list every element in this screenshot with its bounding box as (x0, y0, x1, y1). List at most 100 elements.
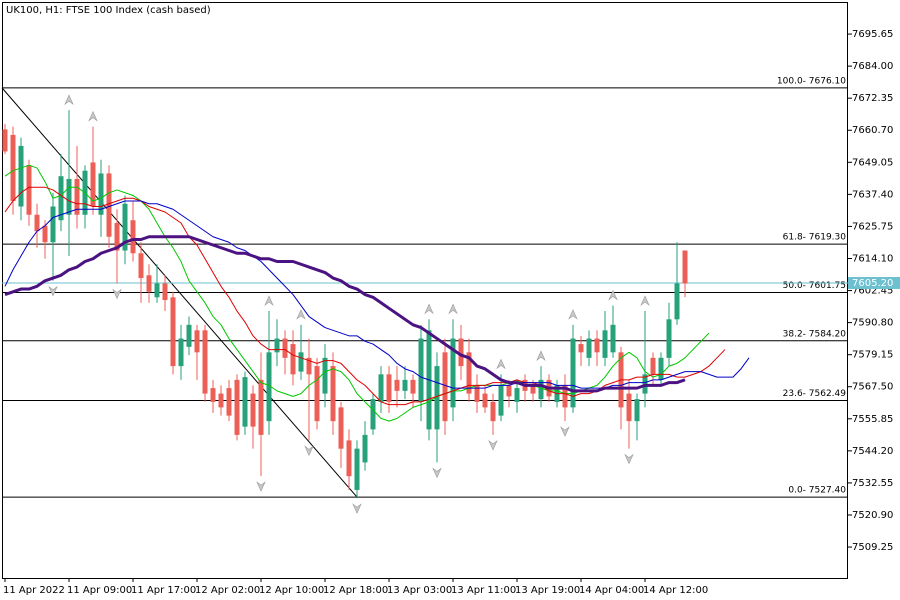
candle-body (674, 283, 680, 320)
fractal-up (496, 358, 506, 370)
fractal-up (424, 303, 434, 315)
y-tick-label: 7649.05 (852, 157, 893, 168)
fractal-up (296, 309, 306, 320)
y-tick-label: 7684.00 (852, 61, 893, 72)
x-tick-label: 12 Apr 10:00 (259, 585, 324, 596)
candle-body (162, 283, 168, 301)
plot-frame (2, 2, 848, 579)
candle-body (226, 388, 232, 416)
candle-body (106, 173, 112, 237)
candle-body (114, 222, 120, 251)
candle-body (282, 338, 288, 358)
fractal-up (608, 289, 618, 301)
fractal-down (352, 503, 362, 514)
y-tick-label: 7695.65 (852, 29, 893, 40)
fractal-up (568, 309, 578, 320)
candle-body (474, 385, 480, 402)
candle-body (98, 173, 104, 215)
x-tick-label: 11 Apr 09:00 (67, 585, 132, 596)
candle-body (154, 283, 160, 298)
fractal-down (488, 439, 498, 451)
candle-body (570, 338, 576, 408)
chart-title: UK100, H1: FTSE 100 Index (cash based) (6, 5, 211, 16)
fib-label: 23.6- 7562.49 (783, 389, 847, 399)
candle-body (274, 338, 280, 353)
fib-label: 0.0- 7527.40 (788, 486, 846, 496)
candle-body (178, 338, 184, 367)
candle-body (250, 393, 256, 427)
candle-body (418, 338, 424, 402)
candle-body (634, 399, 640, 422)
x-tick-label: 14 Apr 04:00 (579, 585, 644, 596)
fractal-down (256, 481, 266, 492)
candle-body (122, 203, 128, 251)
candle-body (290, 344, 296, 375)
candle-body (410, 379, 416, 394)
candle-body (530, 385, 536, 394)
fractal-down (624, 453, 634, 465)
y-tick-label: 7660.70 (852, 125, 893, 136)
fractal-down (304, 445, 314, 457)
candle-body (210, 388, 216, 402)
candle-body (50, 206, 56, 243)
candle-body (42, 225, 48, 243)
fib-label: 100.0- 7676.10 (777, 76, 846, 86)
fractal-up (536, 350, 546, 362)
candle-body (354, 448, 360, 490)
candle-body (586, 338, 592, 358)
candle-body (602, 330, 608, 358)
y-tick-label: 7544.20 (852, 446, 893, 457)
fib-label: 50.0- 7601.75 (783, 281, 846, 291)
candle-body (370, 399, 376, 430)
y-tick-label: 7520.90 (852, 510, 893, 521)
candle-body (314, 366, 320, 422)
candle-body (218, 393, 224, 408)
y-tick-label: 7555.85 (852, 414, 893, 425)
candle-body (682, 250, 688, 284)
candle-body (650, 357, 656, 375)
bid-label-box (848, 276, 900, 289)
x-tick-label: 14 Apr 12:00 (643, 585, 708, 596)
moving-average (4, 200, 750, 389)
fractal-up (640, 295, 650, 306)
candle-body (490, 401, 496, 422)
fractal-down (112, 288, 122, 300)
y-tick-label: 7590.80 (852, 318, 893, 329)
candle-body (146, 275, 152, 292)
y-tick-label: 7567.50 (852, 382, 893, 393)
candle-body (58, 176, 64, 221)
candle-body (338, 407, 344, 449)
candle-body (506, 385, 512, 397)
candle-body (26, 165, 32, 215)
candle-body (66, 178, 72, 215)
candle-body (434, 366, 440, 430)
fractal-up (88, 110, 98, 122)
candle-body (666, 319, 672, 358)
candle-body (18, 145, 24, 207)
x-tick-label: 12 Apr 02:00 (195, 585, 260, 596)
candle-body (362, 434, 368, 463)
bid-label: 7605.20 (852, 278, 893, 289)
y-tick-label: 7532.55 (852, 478, 893, 489)
candle-body (34, 214, 40, 232)
y-tick-label: 7625.75 (852, 221, 893, 232)
moving-average (4, 164, 710, 422)
candle-body (194, 330, 200, 353)
candle-body (242, 377, 248, 427)
candle-body (130, 220, 136, 254)
x-tick-label: 13 Apr 11:00 (451, 585, 516, 596)
candle-body (594, 338, 600, 353)
candle-body (578, 344, 584, 353)
fractal-up (264, 295, 274, 306)
candle-body (378, 374, 384, 402)
fractal-up (448, 303, 458, 315)
x-tick-label: 11 Apr 2022 (3, 585, 65, 596)
candle-body (450, 338, 456, 408)
candle-body (386, 374, 392, 402)
candle-body (658, 357, 664, 380)
candle-body (394, 379, 400, 391)
fractal-down (432, 467, 442, 479)
candle-body (538, 379, 544, 400)
candle-body (266, 352, 272, 422)
x-tick-label: 11 Apr 17:00 (131, 585, 196, 596)
